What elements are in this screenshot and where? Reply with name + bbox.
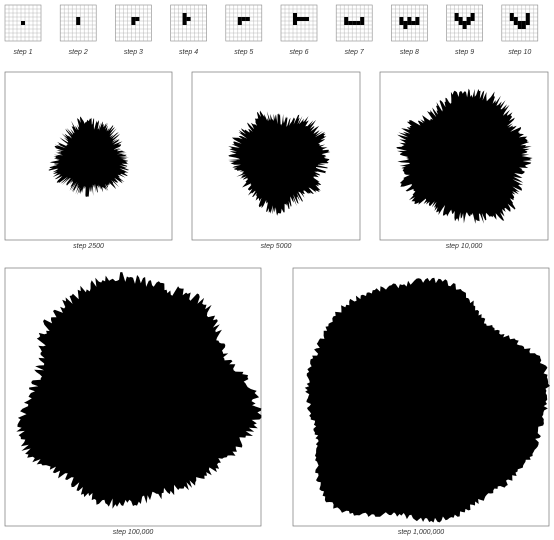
black-cell xyxy=(135,17,140,21)
black-cell xyxy=(525,21,530,25)
black-cell xyxy=(76,17,81,21)
black-cell xyxy=(525,17,530,21)
small-grid xyxy=(391,4,428,42)
step-label: step 3 xyxy=(124,49,143,56)
small-grid xyxy=(280,4,318,42)
growth-panel xyxy=(4,267,262,527)
black-cell xyxy=(521,25,526,29)
small-grid xyxy=(59,4,97,42)
black-cell xyxy=(525,13,530,17)
black-cell xyxy=(348,21,353,25)
step-label: step 100,000 xyxy=(113,529,154,536)
small-grid xyxy=(170,4,207,42)
black-cell xyxy=(458,17,463,21)
black-cell xyxy=(182,17,187,21)
cluster xyxy=(396,88,533,224)
black-cell xyxy=(462,25,467,29)
step-label: step 5000 xyxy=(261,243,292,250)
black-cell xyxy=(293,17,297,21)
black-cell xyxy=(466,21,471,25)
black-cell xyxy=(360,17,365,21)
cluster xyxy=(16,272,262,509)
cluster xyxy=(228,110,331,216)
black-cell xyxy=(521,21,526,25)
black-cell xyxy=(241,17,246,21)
step-label: step 6 xyxy=(289,49,308,56)
grid-frame xyxy=(280,4,318,42)
grid-frame xyxy=(170,4,207,42)
black-cell xyxy=(356,21,361,25)
small-grid xyxy=(446,4,483,42)
black-cell xyxy=(403,25,408,29)
black-cell xyxy=(360,21,365,25)
black-cell xyxy=(470,13,475,17)
black-cell xyxy=(131,21,136,25)
small-grid xyxy=(225,4,263,42)
step-label: step 2 xyxy=(69,49,88,56)
black-cell xyxy=(76,21,81,25)
black-cell xyxy=(509,17,514,21)
black-cell xyxy=(454,17,459,21)
black-cell xyxy=(411,21,416,25)
small-grid xyxy=(4,4,42,42)
black-cell xyxy=(186,17,191,21)
step-label: step 1 xyxy=(13,49,32,56)
step-label: step 5 xyxy=(234,49,253,56)
black-cell xyxy=(470,17,475,21)
growth-panel xyxy=(191,71,361,241)
black-cell xyxy=(415,17,420,21)
step-label: step 4 xyxy=(179,49,198,56)
black-cell xyxy=(305,17,309,21)
small-grid xyxy=(501,4,539,42)
black-cell xyxy=(513,17,518,21)
step-label: step 2500 xyxy=(73,243,104,250)
black-cell xyxy=(344,17,349,21)
black-cell xyxy=(458,21,463,25)
black-cell xyxy=(415,21,420,25)
black-cell xyxy=(509,13,514,17)
black-cell xyxy=(182,13,187,17)
small-grid xyxy=(335,4,373,42)
step-label: step 10 xyxy=(508,49,531,56)
black-cell xyxy=(245,17,250,21)
step-label: step 9 xyxy=(455,49,474,56)
black-cell xyxy=(517,21,522,25)
black-cell xyxy=(513,21,518,25)
growth-panel xyxy=(379,71,549,241)
growth-panel xyxy=(292,267,550,527)
black-cell xyxy=(182,21,187,25)
step-label: step 1,000,000 xyxy=(398,529,444,536)
cluster xyxy=(48,116,130,197)
black-cell xyxy=(407,17,412,21)
black-cell xyxy=(399,21,404,25)
step-label: step 10,000 xyxy=(446,243,483,250)
black-cell xyxy=(237,21,242,25)
black-cell xyxy=(297,17,301,21)
small-grid xyxy=(115,4,152,42)
black-cell xyxy=(301,17,305,21)
black-cell xyxy=(21,21,25,25)
grid-frame xyxy=(225,4,263,42)
black-cell xyxy=(403,21,408,25)
black-cell xyxy=(352,21,357,25)
black-cell xyxy=(462,21,467,25)
cluster xyxy=(304,277,550,523)
growth-panel xyxy=(4,71,173,241)
step-label: step 7 xyxy=(345,49,365,56)
black-cell xyxy=(466,17,471,21)
black-cell xyxy=(454,13,459,17)
black-cell xyxy=(517,25,522,29)
black-cell xyxy=(293,21,297,25)
black-cell xyxy=(293,13,297,17)
step-label: step 8 xyxy=(400,49,419,56)
black-cell xyxy=(407,21,412,25)
black-cell xyxy=(344,21,349,25)
black-cell xyxy=(399,17,404,21)
black-cell xyxy=(131,17,136,21)
black-cell xyxy=(237,17,242,21)
